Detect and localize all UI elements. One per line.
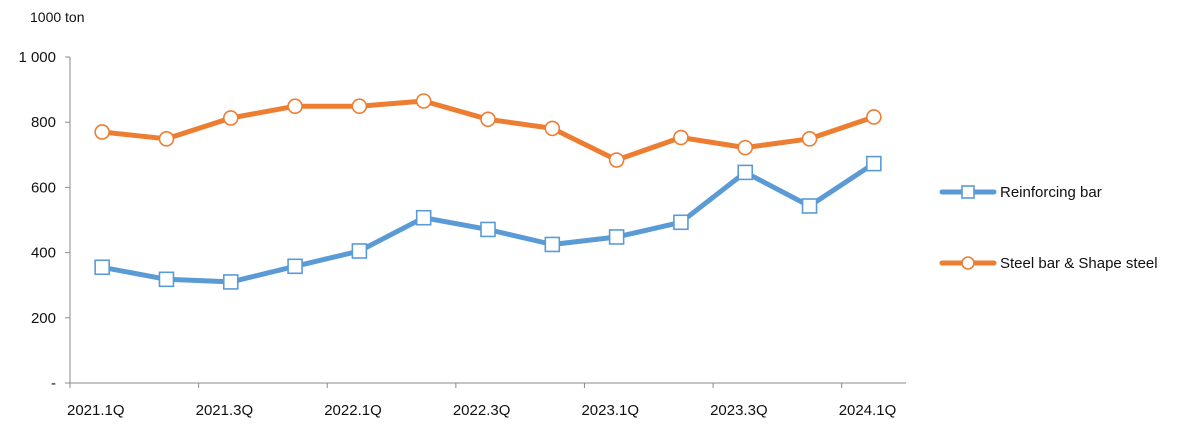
axes: - 200 400 600 800 1 000 2021.1Q 2021.3Q 2022.1Q 2…: [18, 49, 906, 419]
x-tick-label: 2023.3Q: [710, 402, 768, 419]
data-point: [158, 131, 175, 147]
data-point: [673, 129, 689, 146]
data-point: [351, 243, 368, 259]
data-point: [801, 198, 818, 214]
data-point: [94, 124, 110, 140]
legend-marker-square: [961, 185, 975, 199]
series-line: [99, 98, 877, 163]
x-tick-label: 2022.3Q: [453, 402, 511, 419]
legend: Reinforcing bar Steel bar & Shape steel: [939, 184, 1158, 272]
data-point: [158, 271, 175, 288]
y-tick-label: 1 000: [18, 49, 56, 66]
data-point: [866, 155, 882, 172]
data-point: [222, 274, 239, 290]
y-tick-label: 400: [31, 245, 56, 262]
data-point: [415, 209, 432, 226]
data-point: [544, 236, 561, 253]
data-point: [801, 131, 818, 147]
x-tick-label: 2021.1Q: [67, 402, 125, 419]
data-point: [480, 221, 496, 238]
x-tick-label: 2022.1Q: [324, 402, 382, 419]
series-reinforcing-bar: [94, 155, 882, 290]
y-tick-label: 600: [31, 179, 56, 196]
legend-item: Reinforcing bar: [939, 184, 1102, 201]
data-point: [544, 120, 561, 137]
data-point: [287, 98, 303, 115]
data-point: [608, 229, 625, 245]
data-point: [415, 93, 432, 109]
x-tick-label: 2024.1Q: [839, 402, 897, 419]
x-tick-label: 2023.1Q: [581, 402, 639, 419]
data-point: [222, 110, 239, 126]
data-point: [608, 152, 625, 168]
data-point: [737, 164, 754, 181]
y-tick-label: 200: [31, 310, 56, 327]
x-tick-label: 2021.3Q: [196, 402, 254, 419]
data-point: [866, 109, 882, 125]
series-layer: [94, 93, 882, 290]
y-axis-unit-label: 1000 ton: [30, 9, 85, 25]
data-point: [480, 111, 496, 128]
data-point: [673, 214, 689, 231]
legend-label: Reinforcing bar: [1000, 184, 1102, 201]
legend-marker-circle: [961, 256, 975, 270]
series-steel-bar-shape-steel: [94, 93, 882, 168]
legend-item: Steel bar & Shape steel: [939, 255, 1158, 272]
legend-label: Steel bar & Shape steel: [1000, 255, 1158, 272]
data-point: [94, 259, 110, 276]
y-tick-label: 800: [31, 114, 56, 131]
y-tick-label: -: [51, 375, 56, 392]
data-point: [287, 258, 303, 275]
data-point: [351, 98, 368, 115]
data-point: [737, 139, 754, 156]
